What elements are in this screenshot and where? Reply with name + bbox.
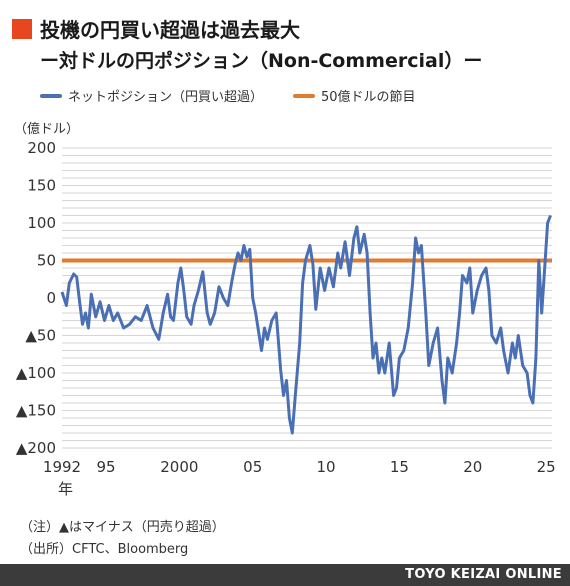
legend-item-net-position: ネットポジション（円買い超過）	[40, 86, 263, 105]
x-tick-label: 05	[243, 458, 262, 476]
title-block: 投機の円買い超過は過去最大	[12, 14, 300, 43]
x-tick-label: 2000	[160, 458, 198, 476]
y-axis-unit-label: （億ドル）	[14, 122, 80, 137]
y-tick-label: 0	[46, 289, 56, 307]
legend-label-reference-line: 50億ドルの節目	[321, 90, 416, 105]
footer-brand: TOYO KEIZAI ONLINE	[405, 567, 562, 582]
x-tick-label: 25	[537, 458, 556, 476]
x-tick-label: 95	[96, 458, 115, 476]
chart-title: 投機の円買い超過は過去最大	[40, 18, 300, 42]
y-tick-label: 50	[37, 252, 56, 270]
chart-subtitle: ー対ドルの円ポジション（Non-Commercial）ー	[40, 50, 483, 72]
x-tick-label: 1992	[43, 458, 81, 476]
legend-label-net-position: ネットポジション（円買い超過）	[68, 90, 264, 105]
legend-swatch-net-position	[40, 93, 62, 98]
title-marker	[12, 18, 32, 39]
note-source: （出所）CFTC、Bloomberg	[20, 542, 189, 557]
legend: ネットポジション（円買い超過） 50億ドルの節目	[40, 86, 446, 105]
footer-bar: TOYO KEIZAI ONLINE	[0, 564, 570, 586]
y-tick-label: 100	[27, 214, 56, 232]
x-tick-label: 15	[390, 458, 409, 476]
y-tick-label: 200	[27, 139, 56, 157]
y-tick-label: ▲50	[25, 327, 56, 345]
y-tick-label: ▲200	[16, 439, 56, 457]
y-tick-label: ▲100	[16, 364, 56, 382]
series-line-net-position	[60, 214, 552, 435]
y-tick-label: 150	[27, 177, 56, 195]
legend-item-reference-line: 50億ドルの節目	[293, 86, 416, 105]
note-negative-explanation: （注）▲はマイナス（円売り超過）	[20, 520, 225, 535]
x-tick-label: 20	[463, 458, 482, 476]
x-axis-year-suffix: 年	[58, 480, 74, 498]
x-tick-label: 10	[317, 458, 336, 476]
legend-swatch-reference-line	[293, 93, 316, 98]
y-tick-label: ▲150	[16, 402, 56, 420]
